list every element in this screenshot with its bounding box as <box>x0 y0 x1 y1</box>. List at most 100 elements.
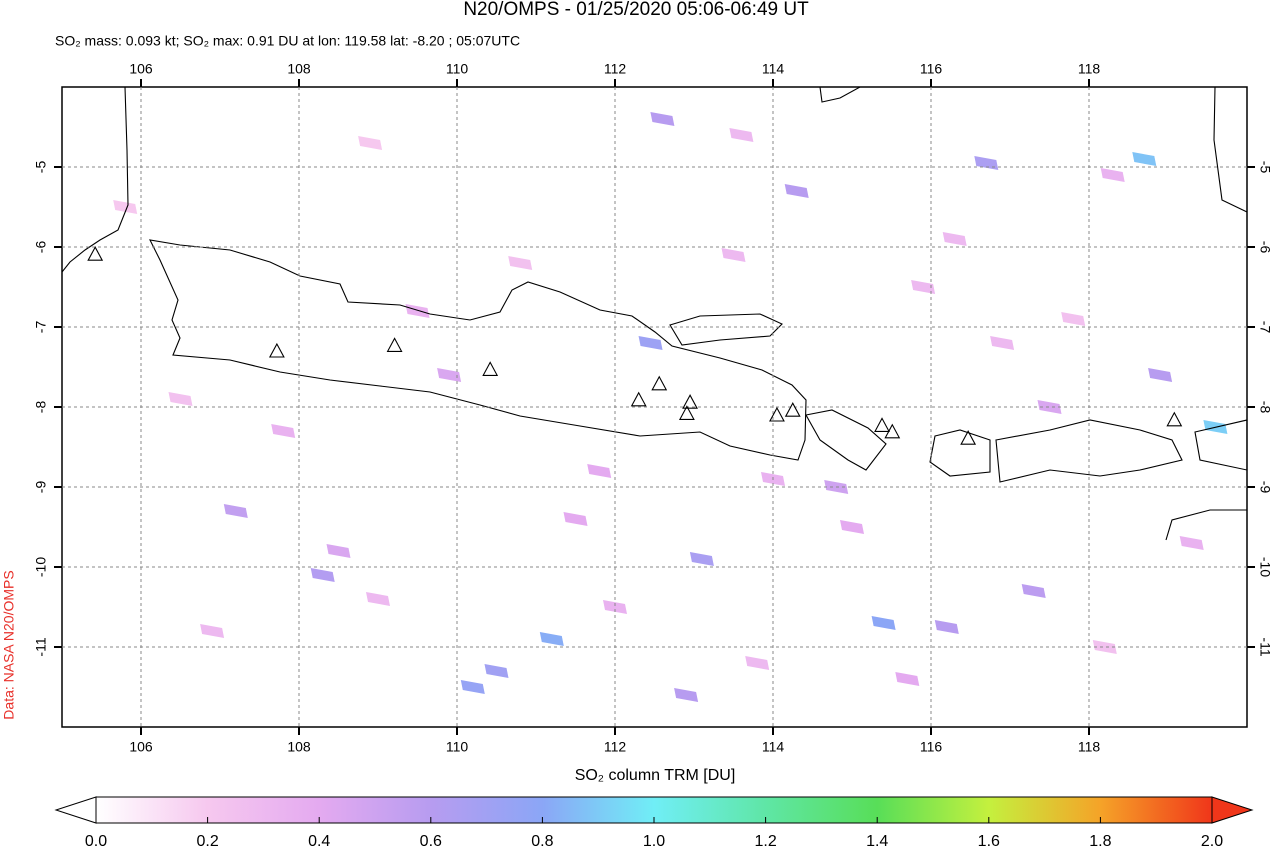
y-tick-label-left: -7 <box>33 321 49 334</box>
colorbar-tick-label: 0.6 <box>420 833 442 850</box>
so2-pixel <box>1132 152 1157 166</box>
frame-tick <box>1088 79 1090 87</box>
x-tick-label-bottom: 118 <box>1078 739 1101 755</box>
so2-pixel <box>840 520 864 534</box>
x-tick-label-bottom: 116 <box>920 739 943 755</box>
so2-pixel <box>990 336 1015 350</box>
frame-tick <box>1247 326 1255 328</box>
so2-pixel <box>484 664 509 678</box>
coast-flores <box>1194 419 1247 471</box>
volcano <box>1166 411 1183 427</box>
volcano <box>678 405 695 420</box>
colorbar-label: SO₂ column TRM [DU] <box>575 767 736 784</box>
y-tick-label-right: -8 <box>1257 401 1272 414</box>
so2-pixel <box>366 592 390 606</box>
map-frame <box>61 86 1248 728</box>
y-tick-label-left: -11 <box>33 637 49 656</box>
coast-sulawesi <box>1213 87 1247 213</box>
frame-tick <box>772 79 774 87</box>
so2-pixel <box>326 544 351 558</box>
frame-tick <box>1088 727 1090 735</box>
y-tick-label-right: -5 <box>1257 161 1272 174</box>
volcano <box>386 337 403 352</box>
coast-sumba <box>1165 509 1247 541</box>
so2-pixel <box>358 136 383 150</box>
y-tick-label-right: -11 <box>1257 637 1272 656</box>
so2-pixel <box>200 624 225 638</box>
so2-pixel <box>460 680 485 694</box>
frame-tick <box>1247 246 1255 248</box>
so2-pixel <box>745 656 770 670</box>
frame-tick <box>930 79 932 87</box>
x-tick-label-bottom: 112 <box>604 739 627 755</box>
frame-tick <box>930 727 932 735</box>
coast-sumatra <box>62 87 129 273</box>
subtitle: SO₂ mass: 0.093 kt; SO₂ max: 0.91 DU at … <box>55 33 520 49</box>
so2-pixel <box>934 620 959 634</box>
x-tick-label-top: 118 <box>1078 61 1101 77</box>
y-tick-label-left: -9 <box>33 481 49 494</box>
so2-pixel <box>437 368 462 382</box>
volcano <box>87 246 104 261</box>
colorbar-tick-label: 1.6 <box>978 833 1000 850</box>
so2-pixel <box>168 392 193 406</box>
y-tick-label-left: -10 <box>33 557 49 577</box>
colorbar-tick-label: 1.0 <box>643 833 665 850</box>
frame-tick <box>298 727 300 735</box>
y-tick-label-left: -5 <box>33 161 49 174</box>
so2-pixel <box>271 424 296 438</box>
so2-pixel <box>1092 640 1117 654</box>
coast-java <box>149 239 807 461</box>
frame-tick <box>54 326 62 328</box>
coastlines <box>62 87 1247 541</box>
y-tick-label-right: -10 <box>1257 557 1272 577</box>
volcano <box>784 402 801 417</box>
so2-pixel <box>539 632 564 646</box>
so2-pixel <box>942 232 967 246</box>
so2-pixel <box>650 112 675 126</box>
so2-pixel <box>1037 400 1062 414</box>
colorbar-tick-label: 1.8 <box>1089 833 1111 850</box>
frame-tick <box>1247 646 1255 648</box>
coast-borneo <box>819 87 861 103</box>
frame-tick <box>456 727 458 735</box>
x-tick-label-bottom: 114 <box>762 739 785 755</box>
so2-pixel <box>1100 168 1125 182</box>
volcano <box>874 417 890 432</box>
colorbar-tick-label: 0.8 <box>531 833 553 850</box>
so2-pixel <box>113 200 138 214</box>
pixel-layer <box>113 112 1228 702</box>
x-tick-label-top: 110 <box>446 61 469 77</box>
colorbar-tick-label: 0.2 <box>196 833 218 850</box>
colorbar-tick-label: 0.0 <box>85 833 107 850</box>
frame-tick <box>614 727 616 735</box>
coast-sumbawa <box>995 419 1183 483</box>
volcano <box>268 342 285 358</box>
x-tick-label-top: 114 <box>762 61 785 77</box>
colorbar-tick-label: 1.2 <box>754 833 776 850</box>
frame-tick <box>54 646 62 648</box>
frame-tick <box>614 79 616 87</box>
so2-pixel <box>895 672 920 686</box>
frame-tick <box>1247 166 1255 168</box>
so2-pixel <box>974 156 999 170</box>
frame-tick <box>772 727 774 735</box>
title: N20/OMPS - 01/25/2020 05:06-06:49 UT <box>463 0 809 20</box>
volcano <box>884 423 901 439</box>
so2-pixel <box>1021 584 1046 598</box>
frame-tick <box>298 79 300 87</box>
so2-pixel <box>1179 536 1204 550</box>
so2-pixel <box>587 464 612 478</box>
so2-pixel <box>405 304 430 318</box>
so2-pixel <box>638 336 663 350</box>
so2-pixel <box>223 504 248 518</box>
y-tick-label-left: -8 <box>33 401 49 414</box>
volcano <box>482 361 499 376</box>
frame-tick <box>1247 406 1255 408</box>
so2-pixel <box>784 184 809 198</box>
colorbar-over <box>1211 796 1254 824</box>
colorbar-tick-label: 0.4 <box>308 833 330 850</box>
volcano <box>630 391 647 407</box>
frame-tick <box>140 727 142 735</box>
volcano <box>769 406 785 422</box>
